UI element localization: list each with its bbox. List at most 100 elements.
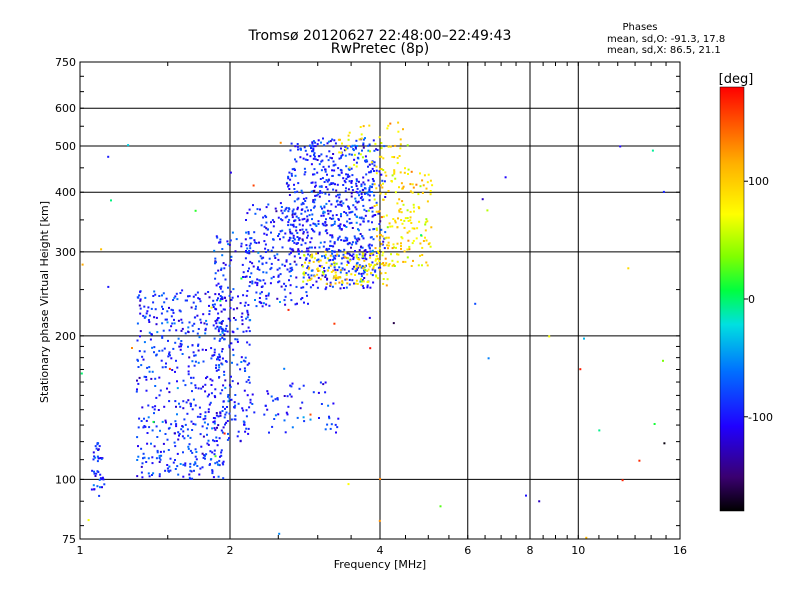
data-point-noise [127, 144, 130, 147]
data-point-o [311, 218, 313, 221]
data-point-o [291, 212, 294, 215]
data-point-o [231, 361, 233, 364]
data-point-o [259, 279, 262, 282]
data-point-o [309, 418, 312, 421]
data-point-o [151, 462, 154, 465]
data-point-o [191, 408, 194, 411]
data-point-o [252, 265, 255, 268]
data-point-o [217, 424, 220, 427]
data-point-o [93, 470, 95, 473]
data-point-o [142, 457, 144, 460]
data-point-x [350, 273, 353, 276]
data-point-o [301, 239, 304, 242]
data-point-o [306, 231, 309, 234]
data-point-o [300, 243, 303, 246]
data-point-o [287, 221, 290, 224]
data-point-o [276, 253, 279, 256]
data-point-o [215, 436, 218, 439]
data-point-o [245, 427, 248, 430]
data-point-o [101, 476, 104, 479]
data-point-o [179, 405, 182, 408]
data-point-o [258, 297, 261, 299]
data-point-x [324, 253, 327, 256]
data-point-o [264, 282, 267, 285]
data-point-o [161, 294, 163, 297]
data-point-o [219, 414, 222, 417]
data-point-x [384, 257, 387, 260]
data-point-o [232, 354, 235, 357]
data-point-x [415, 183, 418, 186]
data-point-o [251, 403, 254, 405]
data-point-o [199, 467, 202, 470]
y-tick-label: 200 [55, 330, 76, 343]
data-point-o [367, 220, 370, 223]
data-point-x [404, 167, 406, 170]
data-point-o [151, 370, 154, 373]
data-point-x [425, 261, 428, 264]
data-point-o [319, 205, 322, 208]
data-point-o [243, 421, 246, 424]
data-point-o [147, 306, 150, 309]
data-point-o [137, 455, 140, 458]
data-point-x [384, 237, 387, 240]
data-point-o [332, 182, 335, 185]
data-point-o [212, 421, 215, 424]
data-point-x [372, 265, 375, 268]
data-point-o [215, 308, 218, 311]
data-point-o [363, 192, 366, 195]
data-point-o [324, 381, 327, 384]
data-point-o [204, 415, 207, 417]
data-point-x [384, 193, 387, 195]
data-point-o [307, 234, 309, 237]
data-point-o [280, 285, 283, 288]
data-point-o [226, 438, 229, 441]
data-point-o [371, 210, 374, 213]
data-point-o [187, 295, 189, 298]
data-point-o [330, 245, 333, 247]
data-point-o [245, 219, 247, 221]
data-point-o [148, 331, 151, 334]
data-point-o [341, 283, 343, 286]
data-point-o [176, 387, 179, 390]
data-point-o [306, 159, 309, 161]
data-point-o [295, 242, 298, 245]
data-point-o [99, 473, 102, 476]
data-point-x [385, 284, 388, 287]
data-point-o [174, 400, 177, 403]
data-point-o [136, 339, 139, 342]
data-point-o [264, 214, 267, 217]
data-point-o [136, 388, 138, 391]
data-point-o [247, 427, 250, 430]
data-point-o [384, 231, 387, 234]
data-point-o [167, 427, 170, 430]
data-point-o [374, 214, 377, 216]
data-point-o [312, 229, 314, 232]
data-point-o [351, 144, 354, 147]
data-point-o [251, 393, 254, 396]
data-point-x [429, 193, 432, 196]
data-point-o [329, 156, 332, 159]
data-point-o [222, 262, 225, 265]
data-point-o [307, 253, 310, 256]
data-point-o [284, 232, 287, 235]
data-point-o [309, 224, 312, 227]
data-point-o [181, 289, 184, 292]
data-point-x [398, 198, 401, 201]
data-point-x [416, 227, 419, 230]
data-point-o [211, 427, 214, 430]
data-point-o [219, 238, 222, 241]
data-point-o [256, 278, 259, 281]
data-point-o [265, 261, 268, 264]
data-point-o [281, 229, 284, 232]
data-point-o [261, 285, 264, 288]
data-point-x [424, 223, 427, 226]
data-point-o [355, 185, 358, 187]
data-point-o [362, 272, 365, 275]
data-point-o [340, 156, 342, 159]
data-point-o [189, 462, 192, 465]
data-point-o [141, 462, 144, 465]
data-point-o [358, 229, 360, 232]
data-point-o [361, 279, 364, 282]
data-point-x [385, 214, 388, 217]
data-point-x [389, 225, 392, 228]
